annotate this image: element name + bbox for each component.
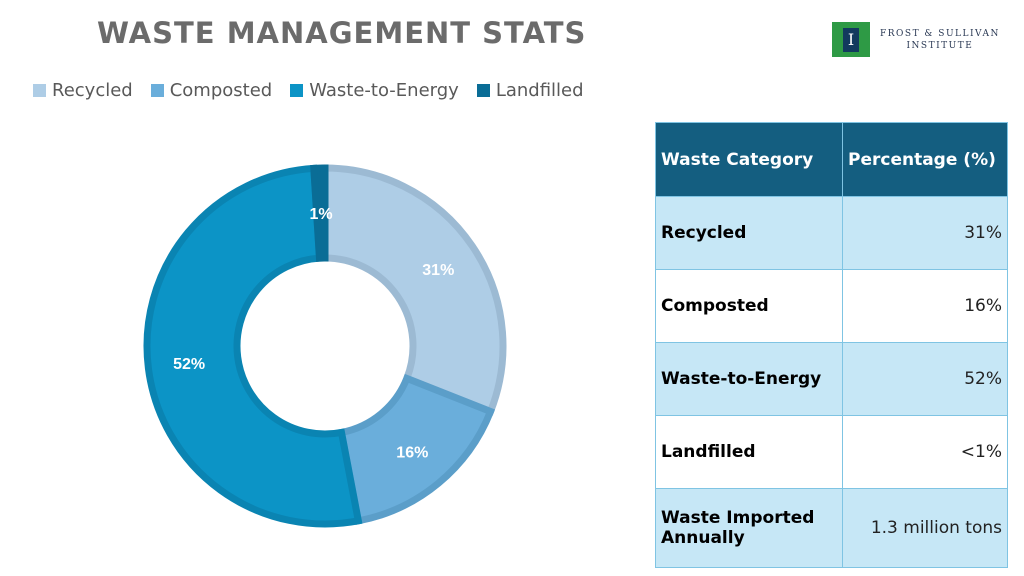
legend-swatch — [290, 84, 304, 97]
legend-label: Recycled — [52, 80, 133, 101]
page-title: WASTE MANAGEMENT STATS — [97, 16, 587, 50]
legend-label: Waste-to-Energy — [309, 80, 459, 101]
legend-item: Landfilled — [476, 80, 584, 101]
logo-mark: I — [832, 22, 870, 57]
slice-waste-to-energy — [143, 164, 363, 528]
table-row: Waste-to-Energy 52% — [655, 342, 1008, 416]
data-label: 16% — [396, 445, 428, 462]
table-row: Composted 16% — [655, 269, 1008, 343]
logo: I FROST & SULLIVAN INSTITUTE — [832, 22, 1000, 57]
slice-recycled — [321, 164, 507, 417]
legend-label: Composted — [169, 80, 273, 101]
data-label: 31% — [422, 262, 454, 279]
chart-legend: Recycled Composted Waste-to-Energy Landfill… — [33, 80, 584, 101]
data-label: 52% — [173, 356, 205, 373]
legend-label: Landfilled — [495, 80, 584, 101]
slice-composted — [337, 373, 496, 525]
table-header-row: Waste Category Percentage (%) — [655, 122, 1008, 197]
waste-table: Waste Category Percentage (%) Recycled 31… — [655, 122, 1008, 568]
header-percentage: Percentage (%) — [842, 122, 1008, 197]
logo-text: FROST & SULLIVAN INSTITUTE — [880, 28, 1000, 51]
table-row: Waste Imported Annually 1.3 million tons — [655, 488, 1008, 568]
legend-item: Recycled — [33, 80, 133, 101]
header-category: Waste Category — [655, 122, 843, 197]
data-label: 1% — [309, 206, 332, 223]
legend-swatch — [33, 84, 46, 97]
slice-landfilled — [310, 164, 329, 262]
legend-item: Waste-to-Energy — [290, 80, 459, 101]
legend-swatch — [476, 84, 490, 97]
legend-item: Composted — [150, 80, 273, 101]
table-row: Landfilled <1% — [655, 415, 1008, 489]
legend-swatch — [150, 84, 164, 97]
table-row: Recycled 31% — [655, 196, 1008, 270]
